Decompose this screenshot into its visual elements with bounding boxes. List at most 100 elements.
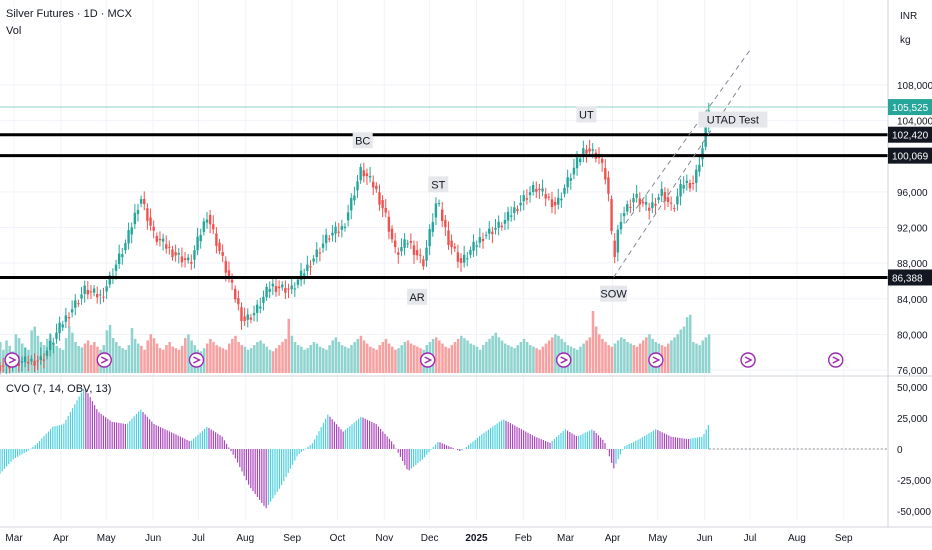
annotation-label: ST	[431, 179, 445, 191]
event-marker	[556, 352, 572, 368]
candle-body	[535, 188, 538, 192]
candle-body	[306, 264, 309, 271]
currency-label[interactable]: INR	[900, 11, 918, 22]
candle-body	[353, 195, 356, 201]
candle-body	[695, 169, 698, 183]
event-marker-arrow	[652, 356, 661, 364]
unit-label[interactable]: kg	[900, 35, 911, 46]
candle-body	[647, 207, 651, 211]
volume-bar	[77, 345, 80, 373]
candle-body	[96, 294, 99, 298]
volume-bar	[80, 347, 84, 373]
candle-body	[406, 243, 409, 245]
candle-body	[252, 313, 256, 316]
osc-tick-label: -50,000	[897, 507, 931, 518]
last-price-bg	[888, 99, 932, 116]
volume-bar	[441, 343, 444, 373]
volume-bar	[529, 345, 532, 373]
volume-bar	[315, 343, 319, 373]
volume-bar	[698, 345, 701, 373]
candle-body	[324, 234, 328, 244]
candle-body	[428, 229, 431, 247]
candle-body	[284, 287, 287, 293]
candle-body	[121, 254, 124, 258]
candle-body	[221, 251, 224, 256]
candle-body	[174, 252, 177, 256]
candle-body	[281, 284, 284, 288]
candle-body	[557, 197, 560, 205]
candle-body	[290, 285, 293, 290]
event-marker-arrow	[193, 356, 202, 364]
candle-body	[0, 365, 2, 371]
candle-body	[459, 258, 463, 264]
candle-body	[679, 184, 682, 197]
candle-body	[205, 219, 209, 223]
candle-body	[412, 245, 416, 255]
volume-bar	[306, 348, 309, 373]
volume-bar	[381, 342, 385, 373]
candle-body	[506, 211, 510, 221]
candle-body	[343, 226, 347, 229]
volume-bar	[607, 345, 610, 373]
candle-body	[384, 207, 387, 213]
candle-body	[419, 254, 422, 256]
candle-body	[368, 175, 372, 178]
event-markers	[4, 352, 844, 368]
volume-bar	[343, 346, 347, 373]
candle-body	[600, 158, 604, 163]
volume-bar	[519, 342, 523, 373]
candle-body	[265, 287, 268, 298]
volume-bar	[265, 346, 269, 373]
volume-bar	[456, 338, 460, 373]
volume-bar	[375, 349, 378, 373]
volume-bar	[215, 345, 218, 373]
candle-body	[641, 201, 645, 204]
x-tick-label: Jun	[697, 533, 713, 544]
volume-bar	[353, 342, 356, 373]
candle-body	[632, 198, 635, 203]
candle-body	[152, 226, 155, 231]
volume-bar	[500, 340, 504, 373]
candle-body	[293, 288, 297, 290]
volume-bar	[293, 342, 297, 373]
candle-body	[105, 286, 108, 292]
candle-body	[387, 216, 391, 232]
volume-bar	[221, 348, 225, 373]
volume-bar	[83, 343, 87, 373]
volume-bar	[629, 343, 632, 373]
volume-bar	[212, 342, 215, 373]
y-tick-label: 88,000	[897, 259, 928, 270]
x-tick-label: 2025	[465, 533, 488, 544]
volume-bar	[591, 311, 595, 373]
x-tick-label: Sep	[283, 533, 301, 544]
symbol-title[interactable]: Silver Futures · 1D · MCX	[6, 8, 132, 20]
candle-body	[651, 202, 654, 209]
volume-bar	[287, 318, 291, 373]
candle-body	[415, 250, 419, 256]
candle-body	[165, 244, 168, 249]
candle-body	[168, 246, 171, 248]
candle-body	[70, 309, 74, 313]
candle-body	[356, 181, 359, 191]
candle-body	[676, 196, 679, 205]
candle-body	[682, 185, 685, 189]
volume-bar	[224, 349, 228, 373]
volume-bar	[663, 346, 667, 373]
volume-bar	[585, 340, 589, 373]
candle-body	[215, 233, 218, 246]
candle-body	[397, 252, 400, 255]
volume-bar	[513, 348, 516, 373]
volume-bar	[290, 335, 294, 373]
annotation-bg	[576, 106, 597, 123]
candle-body	[218, 242, 221, 251]
level-label-bg	[888, 147, 932, 164]
volume-bar	[391, 346, 394, 373]
candle-body	[39, 356, 42, 360]
candle-body	[569, 178, 572, 181]
volume-bar	[547, 340, 551, 373]
volume-bar	[55, 345, 58, 373]
channel-line-upper	[625, 49, 751, 224]
volume-bar	[572, 348, 576, 373]
candle-body	[660, 188, 663, 196]
candle-body	[303, 273, 306, 276]
